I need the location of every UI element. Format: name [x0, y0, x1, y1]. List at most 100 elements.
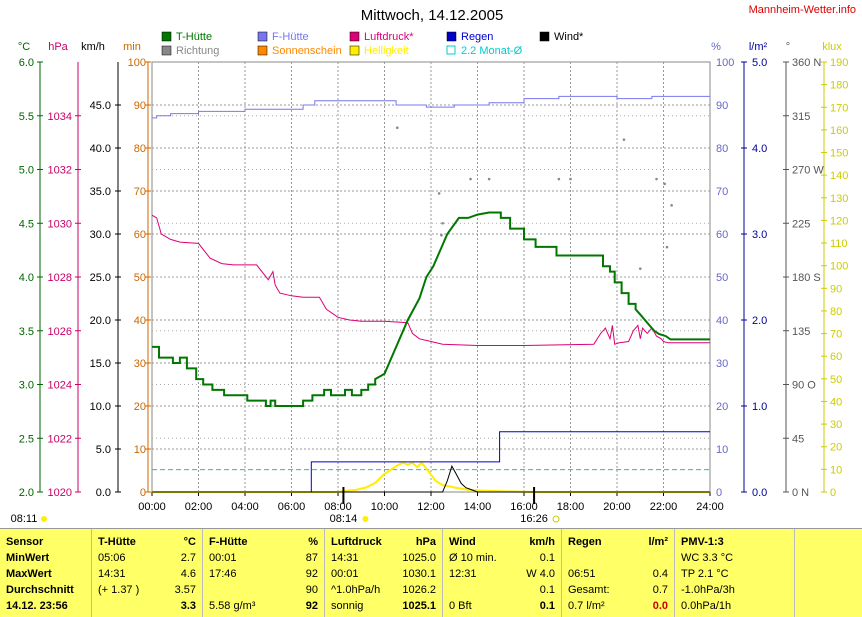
sunset-sun-icon — [552, 515, 560, 523]
panel-cell-value: 1025.0 — [402, 552, 436, 564]
celsius-axis-tick-label: 3.0 — [19, 380, 34, 392]
panel-cell-label: MinWert — [6, 552, 50, 564]
panel-header: Regen — [568, 536, 602, 548]
panel-col-3: F-Hütte% 00:01 87 17:46 92 90 5.58 g/m³ 92 — [203, 529, 325, 617]
panel-cell-label: 00:01 — [331, 568, 359, 580]
hpa-tick-label: 1032 — [48, 165, 72, 177]
x-tick-label: 08:00 — [324, 501, 352, 513]
lm2-axis-tick-label: 1.0 — [752, 401, 767, 413]
klux-unit: klux — [822, 41, 842, 53]
lm2-axis-tick-label: 0.0 — [752, 487, 767, 499]
series-richtung-point — [395, 126, 399, 129]
hpa-tick-label: 1026 — [48, 326, 72, 338]
percent-axis-tick-label: 80 — [716, 143, 728, 155]
panel-cell-value: 0.1 — [539, 584, 555, 596]
direction-axis-tick-label: 360 N — [792, 57, 821, 69]
panel-cell-label: WC 3.3 °C — [681, 552, 734, 564]
celsius-axis-tick-label: 2.5 — [19, 433, 34, 445]
percent-axis-tick-label: 50 — [716, 272, 728, 284]
klux-axis-tick-label: 20 — [830, 442, 842, 454]
site-link[interactable]: Mannheim-Wetter.info — [749, 4, 856, 16]
legend-swatch — [161, 31, 172, 42]
annotations: 08:14 16:26 08:11 — [11, 487, 560, 525]
series-richtung-point — [487, 177, 491, 181]
klux-axis-tick-label: 50 — [830, 374, 842, 386]
legend-label: Regen — [461, 31, 493, 43]
percent-axis-tick-label: 30 — [716, 358, 728, 370]
panel-cell-value: 0.0 — [652, 600, 668, 612]
series-f-h-tte-line — [152, 95, 710, 119]
panel-header: Wind — [449, 536, 476, 548]
hpa-tick-label: 1020 — [48, 487, 72, 499]
panel-cell-value: 1026.2 — [402, 584, 436, 596]
direction-axis-tick-label: 270 W — [792, 165, 824, 177]
min-axis-tick-label: 80 — [134, 143, 146, 155]
panel-cell-label: (+ 1.37 ) — [98, 584, 140, 596]
panel-col-4: Luftdruck hPa 14:31 1025.0 00:01 1030.1 ^1.0hP… — [325, 529, 443, 617]
klux-axis-tick-label: 10 — [830, 464, 842, 476]
klux-axis-tick-label: 160 — [830, 125, 848, 137]
panel-cell-label: sonnig — [331, 600, 364, 612]
kmh-tick-label: 45.0 — [90, 100, 111, 112]
x-tick-label: 02:00 — [185, 501, 213, 513]
series-richtung-point — [670, 204, 673, 207]
panel-cell-value: 92 — [305, 568, 318, 580]
min-axis-tick-label: 0 — [140, 487, 146, 499]
legend-label: 2.2 Monat-Ø — [461, 45, 523, 57]
x-tick-label: 12:00 — [417, 501, 445, 513]
panel-cell-label: 14.12. 23:56 — [6, 600, 68, 612]
panel-col-6: Regen l/m² 06:51 0.4 Gesamt: 0.7 0.7 l/m² 0.0 — [562, 529, 675, 617]
legend-label: Luftdruck* — [364, 31, 414, 43]
klux-axis-tick-label: 90 — [830, 283, 842, 295]
hpa-unit: hPa — [48, 41, 68, 53]
kmh-unit: km/h — [81, 41, 105, 53]
panel-unit: km/h — [529, 536, 555, 548]
klux-axis-tick-label: 150 — [830, 148, 848, 160]
kmh-tick-label: 10.0 — [90, 401, 111, 413]
klux-axis-tick-label: 180 — [830, 80, 848, 92]
summary-panel: Sensor MinWert MaxWert Durchschnitt 14.12. 2… — [0, 528, 862, 617]
panel-cell-label: 0 Bft — [449, 600, 472, 612]
panel-unit: l/m² — [648, 536, 668, 548]
series-richtung-point — [655, 177, 658, 181]
kmh-tick-label: 15.0 — [90, 358, 111, 370]
legend-swatch — [446, 31, 457, 42]
panel-unit: hPa — [415, 536, 436, 548]
series-richtung-point — [665, 245, 669, 249]
sunrise-label: 08:14 — [330, 513, 358, 525]
lm2-axis-tick-label: 2.0 — [752, 315, 767, 327]
x-tick-label: 10:00 — [371, 501, 399, 513]
corner-time-label: 08:11 — [11, 513, 38, 525]
panel-cell-value: 3.3 — [180, 600, 196, 612]
hpa-tick-label: 1022 — [48, 433, 72, 445]
panel-col-7: PMV-1:3 WC 3.3 °C TP 2.1 °C -1.0hPa/3h 0.0hP… — [675, 529, 795, 617]
klux-axis-tick-label: 100 — [830, 261, 848, 273]
celsius-axis-tick-label: 6.0 — [19, 57, 34, 69]
klux-axis-tick-label: 190 — [830, 57, 848, 69]
legend-label: Richtung — [176, 45, 219, 57]
lm2-axis-tick-label: 5.0 — [752, 57, 767, 69]
series-richtung-point — [638, 267, 642, 270]
chart-title: Mittwoch, 14.12.2005 — [361, 7, 504, 24]
panel-col-1: Sensor MinWert MaxWert Durchschnitt 14.12. 2… — [0, 529, 92, 617]
x-tick-label: 22:00 — [650, 501, 678, 513]
celsius-axis-tick-label: 5.0 — [19, 165, 34, 177]
corner-sun-icon — [41, 516, 47, 522]
hpa-tick-label: 1034 — [48, 111, 72, 123]
klux-axis-tick-label: 170 — [830, 102, 848, 114]
panel-cell-value: 92 — [305, 600, 318, 612]
klux-axis-tick-label: 130 — [830, 193, 848, 205]
panel-header: PMV-1:3 — [681, 536, 724, 548]
panel-cell-label: 0.7 l/m² — [568, 600, 605, 612]
grid — [151, 61, 711, 493]
percent-axis-tick-label: 100 — [716, 57, 734, 69]
panel-cell-label: 06:51 — [568, 568, 596, 580]
kmh-tick-label: 25.0 — [90, 272, 111, 284]
min-axis-tick-label: 40 — [134, 315, 146, 327]
celsius-axis-tick-label: 3.5 — [19, 326, 34, 338]
kmh-tick-label: 35.0 — [90, 186, 111, 198]
panel-cell-label: Ø 10 min. — [449, 552, 497, 564]
panel-unit: °C — [183, 536, 196, 548]
x-tick-label: 14:00 — [464, 501, 492, 513]
panel-cell-value: 90 — [305, 584, 318, 596]
